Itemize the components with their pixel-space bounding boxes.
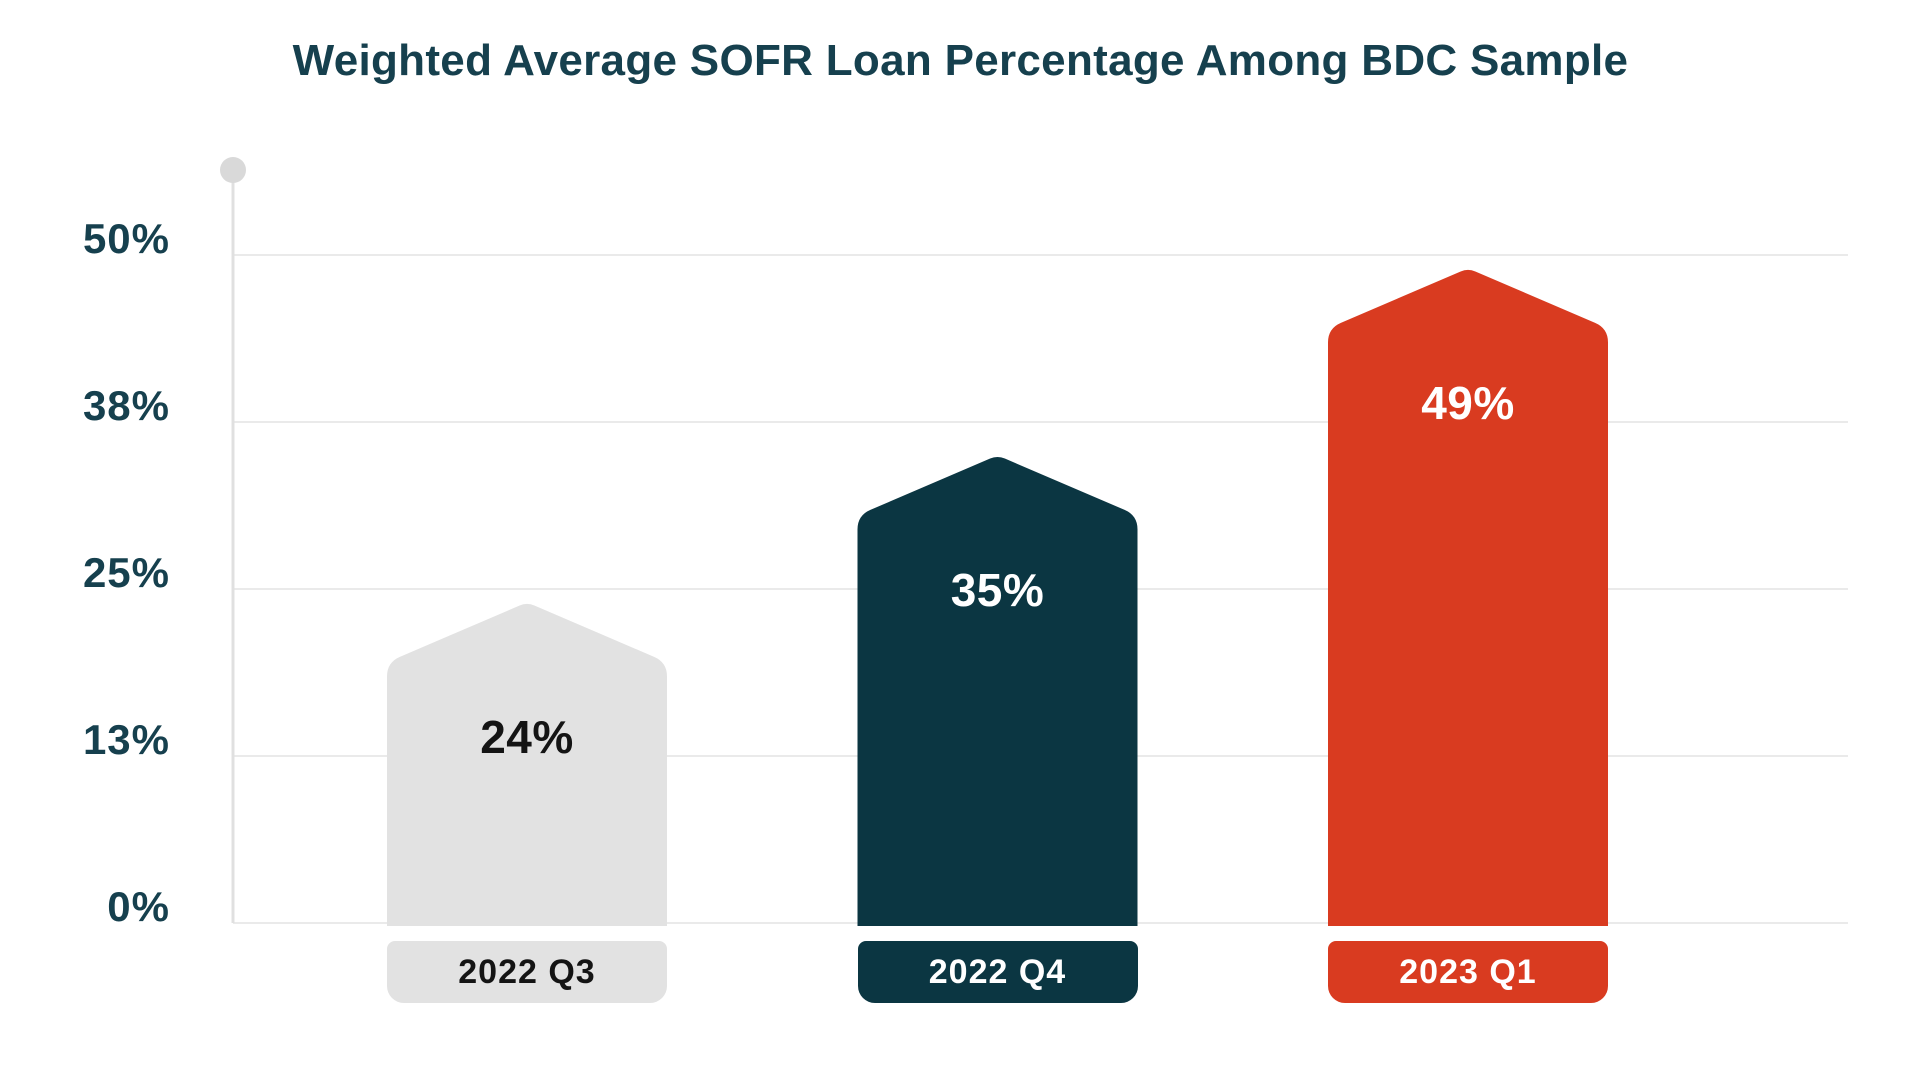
chart-title: Weighted Average SOFR Loan Percentage Am… — [292, 36, 1629, 85]
category-pill-label: 2022 Q3 — [458, 952, 596, 991]
y-tick-label: 38% — [82, 382, 170, 429]
bar-shape — [857, 456, 1138, 926]
bar-value-label: 24% — [480, 711, 574, 764]
bar-shape — [387, 603, 667, 926]
y-tick-label: 0% — [107, 883, 170, 930]
category-pill: 2022 Q4 — [857, 941, 1138, 1003]
y-tick-label: 13% — [82, 716, 170, 763]
category-pill-label: 2023 Q1 — [1399, 952, 1537, 991]
category-pill-label: 2022 Q4 — [928, 952, 1067, 991]
y-tick-label: 50% — [82, 215, 170, 262]
category-pill: 2022 Q3 — [387, 941, 667, 1003]
bar-value-label: 35% — [950, 564, 1045, 617]
axis-top-dot — [220, 157, 246, 183]
bar-value-label: 49% — [1421, 377, 1515, 430]
bar-shape — [1328, 269, 1608, 926]
y-tick-label: 25% — [82, 549, 170, 596]
category-pill: 2023 Q1 — [1328, 941, 1608, 1003]
